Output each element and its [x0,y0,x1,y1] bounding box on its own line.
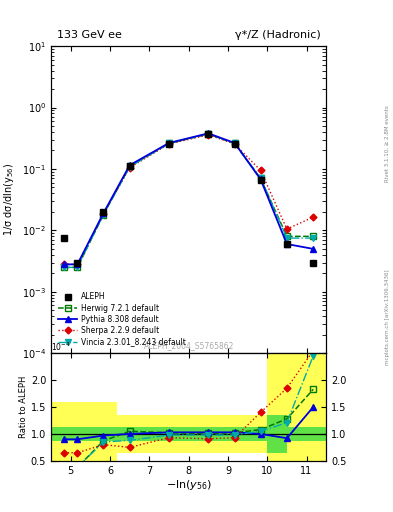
Vincia 2.3.01_8.243 default [285,235,289,241]
Pythia 8.308 default [258,176,263,182]
Pythia 8.308 default [75,261,80,267]
Herwig 7.2.1 default [75,264,80,270]
Sherpa 2.2.9 default [75,261,80,267]
Sherpa 2.2.9 default [258,167,263,174]
Vincia 2.3.01_8.243 default [258,175,263,181]
Text: $10^{-4}$: $10^{-4}$ [51,341,70,353]
Text: γ*/Z (Hadronic): γ*/Z (Hadronic) [235,30,321,40]
Pythia 8.308 default [232,140,237,146]
Pythia 8.308 default [167,140,171,146]
Sherpa 2.2.9 default [206,132,211,138]
Sherpa 2.2.9 default [62,261,66,267]
Text: mcplots.cern.ch [arXiv:1306.3436]: mcplots.cern.ch [arXiv:1306.3436] [385,270,389,365]
Herwig 7.2.1 default [101,211,106,218]
Vincia 2.3.01_8.243 default [232,140,237,146]
Line: Vincia 2.3.01_8.243 default: Vincia 2.3.01_8.243 default [61,131,316,270]
Vincia 2.3.01_8.243 default [127,164,132,170]
Text: 133 GeV ee: 133 GeV ee [57,30,121,40]
Herwig 7.2.1 default [258,176,263,182]
Vincia 2.3.01_8.243 default [167,140,171,146]
Herwig 7.2.1 default [206,131,211,137]
Herwig 7.2.1 default [232,140,237,146]
Vincia 2.3.01_8.243 default [311,235,316,241]
Sherpa 2.2.9 default [167,141,171,147]
Sherpa 2.2.9 default [127,164,132,170]
Herwig 7.2.1 default [127,163,132,169]
Y-axis label: 1/σ dσ/dln(y$_{56}$): 1/σ dσ/dln(y$_{56}$) [2,163,17,236]
Sherpa 2.2.9 default [101,211,106,217]
Text: Rivet 3.1.10, ≥ 2.8M events: Rivet 3.1.10, ≥ 2.8M events [385,105,389,182]
Text: ALEPH_2004_S5765862: ALEPH_2004_S5765862 [143,341,234,350]
Legend: ALEPH, Herwig 7.2.1 default, Pythia 8.308 default, Sherpa 2.2.9 default, Vincia : ALEPH, Herwig 7.2.1 default, Pythia 8.30… [55,289,189,350]
Sherpa 2.2.9 default [232,141,237,147]
Line: Herwig 7.2.1 default: Herwig 7.2.1 default [61,131,316,270]
Vincia 2.3.01_8.243 default [206,131,211,137]
Herwig 7.2.1 default [167,140,171,146]
Herwig 7.2.1 default [285,233,289,240]
Vincia 2.3.01_8.243 default [101,211,106,218]
Pythia 8.308 default [311,246,316,252]
Pythia 8.308 default [206,130,211,136]
Y-axis label: Ratio to ALEPH: Ratio to ALEPH [19,376,28,438]
Pythia 8.308 default [127,162,132,168]
Pythia 8.308 default [285,241,289,247]
Sherpa 2.2.9 default [285,226,289,232]
Herwig 7.2.1 default [311,233,316,240]
Pythia 8.308 default [62,261,66,267]
Sherpa 2.2.9 default [311,214,316,220]
X-axis label: $-\ln(y_{56})$: $-\ln(y_{56})$ [165,478,212,493]
Vincia 2.3.01_8.243 default [75,264,80,270]
Vincia 2.3.01_8.243 default [62,264,66,270]
Pythia 8.308 default [101,210,106,217]
Line: Pythia 8.308 default: Pythia 8.308 default [61,130,316,267]
Line: Sherpa 2.2.9 default: Sherpa 2.2.9 default [62,132,316,267]
Herwig 7.2.1 default [62,264,66,270]
